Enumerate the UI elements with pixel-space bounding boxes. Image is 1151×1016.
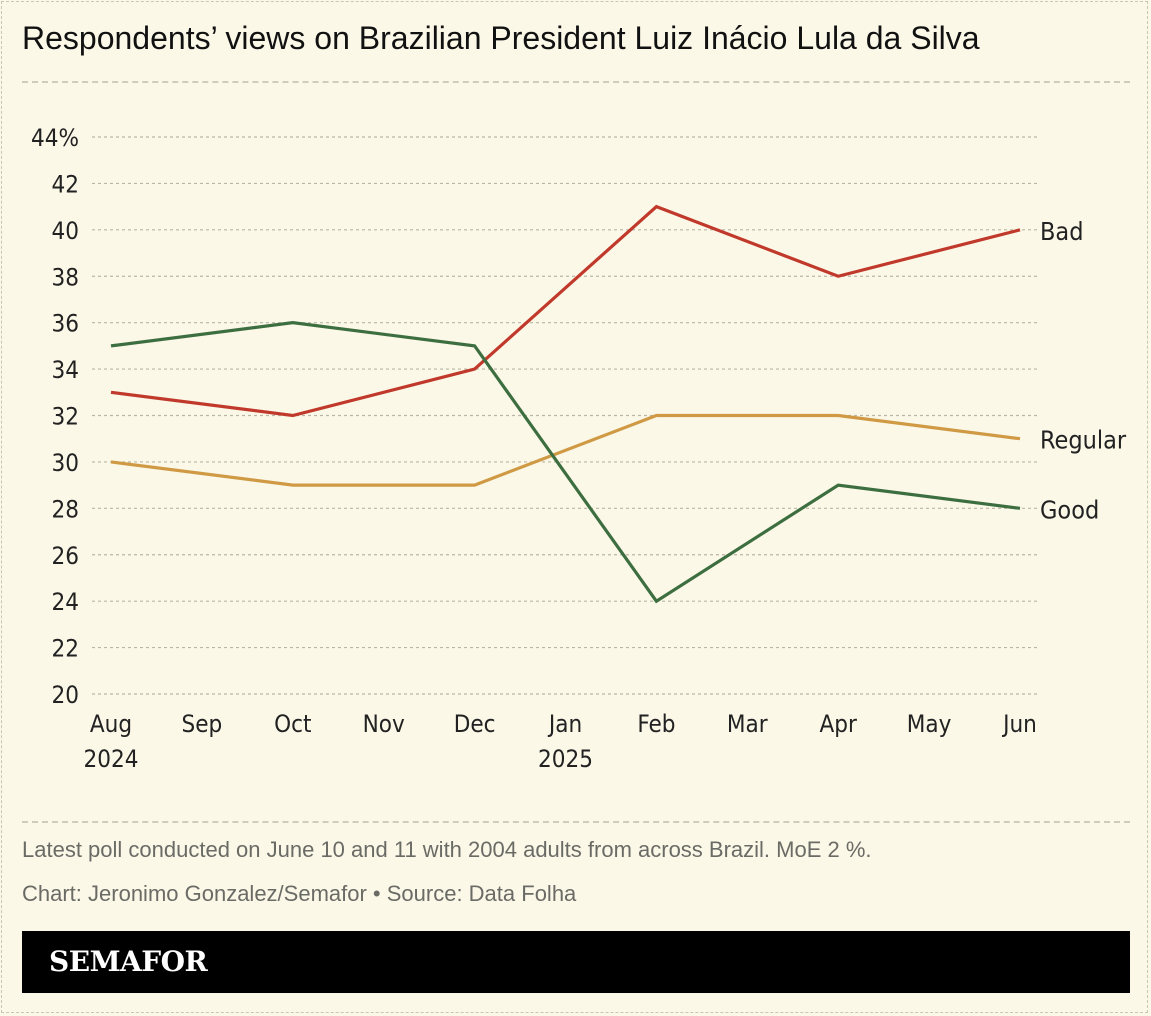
x-tick-label: Apr [820,710,857,738]
brand-bar: SEMAFOR [22,931,1130,993]
y-tick-label: 26 [52,542,79,570]
series-label-bad: Bad [1040,217,1084,246]
y-tick-label: 34 [52,356,79,384]
x-tick-label: Oct [274,710,311,738]
y-axis-ticks: 20 22 24 26 28 30 32 34 36 38 40 42 44% [31,124,79,709]
x-year-label: 2024 [84,745,139,773]
line-chart: 20 22 24 26 28 30 32 34 36 38 40 42 44% Aug Sep Oct Nov… [31,124,1127,773]
y-tick-label: 38 [52,263,79,291]
y-tick-label: 22 [52,635,79,663]
x-tick-label: May [907,710,952,738]
series-line-good [110,321,1021,604]
series-line-regular [110,413,1021,487]
x-tick-label: Mar [727,710,768,738]
title-divider [22,81,1130,83]
x-tick-label: Jun [1001,710,1037,738]
x-tick-label: Nov [363,710,405,738]
series-lines [110,204,1021,604]
footnote: Latest poll conducted on June 10 and 11 … [22,837,872,862]
y-tick-label: 32 [52,403,79,431]
x-year-label: 2025 [538,745,593,773]
x-tick-label: Feb [637,710,675,738]
x-axis-ticks: Aug Sep Oct Nov Dec Jan Feb Mar Apr May Jun 2024 202… [84,710,1037,773]
x-tick-label: Jan [547,710,582,738]
y-tick-label: 42 [52,170,79,198]
series-labels: Bad Regular Good [1040,217,1127,524]
x-tick-label: Sep [182,710,223,738]
series-line-bad [110,204,1021,418]
grid-lines [92,136,1040,695]
semafor-logo: SEMAFOR [49,945,208,978]
series-label-good: Good [1040,495,1099,524]
footer-divider [22,821,1130,823]
y-tick-label: 24 [52,588,79,616]
chart-title: Respondents’ views on Brazilian Presiden… [22,20,980,56]
series-label-regular: Regular [1040,426,1127,455]
y-tick-label: 30 [52,449,79,477]
y-tick-label: 44% [31,124,79,152]
source-credit: Chart: Jeronimo Gonzalez/Semafor • Sourc… [22,881,577,906]
x-tick-label: Dec [454,710,496,738]
y-tick-label: 28 [52,495,79,523]
y-tick-label: 36 [52,310,79,338]
y-tick-label: 40 [52,217,79,245]
y-tick-label: 20 [52,681,79,709]
x-tick-label: Aug [90,710,132,738]
